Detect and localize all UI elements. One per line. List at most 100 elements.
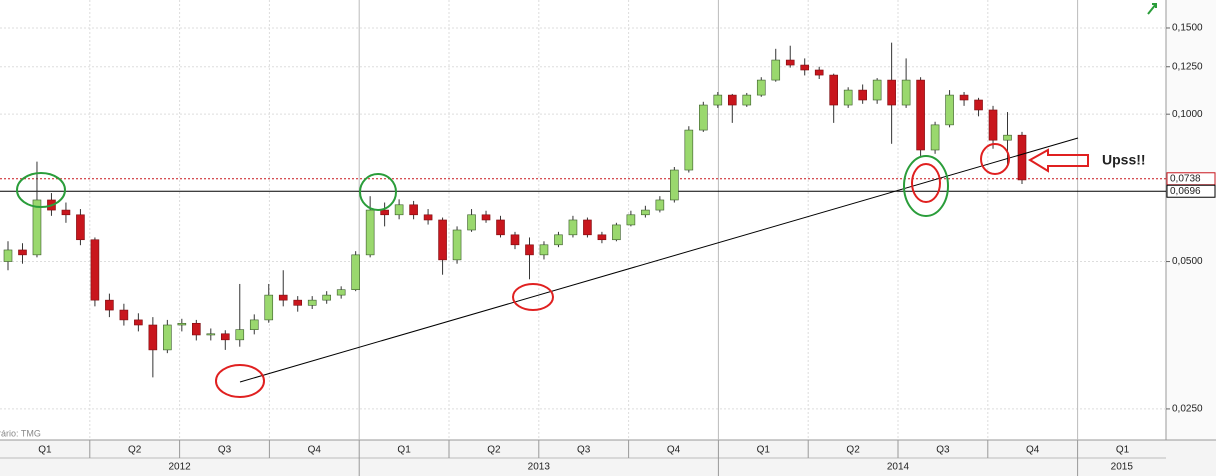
candle-body bbox=[858, 89, 867, 101]
candle-body bbox=[394, 204, 404, 216]
green-circle bbox=[359, 173, 397, 211]
candle-body bbox=[481, 214, 491, 221]
candle-body bbox=[771, 59, 781, 81]
source: rário: TMG bbox=[0, 428, 41, 438]
candle-body bbox=[119, 309, 129, 321]
candle-body bbox=[18, 249, 27, 256]
candle-body bbox=[90, 239, 100, 301]
candle-body bbox=[177, 322, 187, 326]
x-tick-label: Q4 bbox=[1026, 445, 1040, 456]
candle-body bbox=[901, 79, 911, 106]
candle-body bbox=[814, 69, 824, 76]
x-tick-label: Q2 bbox=[846, 445, 860, 456]
candle-body bbox=[322, 294, 331, 301]
candle-body bbox=[727, 94, 737, 106]
candle-body bbox=[959, 94, 969, 101]
candle-body bbox=[293, 299, 303, 306]
candle-body bbox=[351, 254, 360, 291]
candle-body bbox=[684, 129, 694, 171]
candle-body bbox=[916, 79, 925, 151]
price-label: 0,0738 bbox=[1170, 173, 1201, 184]
candle-body bbox=[988, 109, 998, 141]
y-tick-label: 0,1250 bbox=[1172, 61, 1203, 72]
candle-body bbox=[365, 209, 375, 256]
x-tick-label: Q2 bbox=[487, 445, 501, 456]
x-tick-label: Q3 bbox=[577, 445, 591, 456]
candle-body bbox=[467, 214, 476, 231]
y-tick-label: 0,0250 bbox=[1172, 404, 1203, 415]
candle-body bbox=[568, 219, 578, 236]
y-tick-label: 0,0500 bbox=[1172, 256, 1203, 267]
x-tick-label: Q3 bbox=[218, 445, 232, 456]
candle-body bbox=[278, 294, 288, 301]
plot bbox=[0, 42, 1166, 378]
candle-body bbox=[3, 249, 13, 262]
x-tick-label: Q1 bbox=[1116, 445, 1130, 456]
candle-body bbox=[336, 289, 346, 296]
candle-body bbox=[829, 74, 838, 106]
candle-body bbox=[525, 244, 534, 256]
candle-body bbox=[713, 94, 723, 106]
red-circle bbox=[512, 283, 554, 311]
candle-body bbox=[930, 124, 940, 151]
y-tick-label: 0,1500 bbox=[1172, 23, 1203, 34]
candle-body bbox=[699, 104, 708, 131]
candle-body bbox=[192, 322, 201, 336]
trend-line bbox=[239, 137, 1079, 383]
candle-body bbox=[800, 64, 810, 71]
green-circle bbox=[903, 155, 949, 217]
candle-body bbox=[163, 324, 172, 351]
year-label: 2012 bbox=[168, 462, 191, 473]
candle-body bbox=[887, 79, 896, 106]
candle-body bbox=[843, 89, 853, 106]
x-tick-label: Q3 bbox=[936, 445, 950, 456]
candle-body bbox=[785, 59, 795, 66]
candle-body bbox=[409, 204, 418, 216]
candle-body bbox=[148, 324, 158, 351]
y-tick-label: 0,1000 bbox=[1172, 109, 1203, 120]
year-label: 2014 bbox=[887, 462, 910, 473]
candle-body bbox=[76, 214, 85, 241]
candle-body bbox=[1003, 134, 1012, 141]
candle-body bbox=[438, 219, 447, 261]
red-circle bbox=[911, 163, 941, 203]
price-label: 0,0696 bbox=[1170, 186, 1201, 197]
candle-body bbox=[510, 234, 520, 246]
annotation: Upss!! bbox=[1102, 152, 1146, 168]
candle-body bbox=[554, 234, 563, 246]
candle-body bbox=[496, 219, 505, 236]
red-circle bbox=[980, 143, 1010, 175]
candle-body bbox=[249, 319, 259, 330]
candle-body bbox=[61, 209, 71, 216]
red-circle bbox=[215, 364, 265, 398]
candle-body bbox=[742, 94, 752, 106]
candle-body bbox=[872, 79, 882, 101]
y-axis-panel bbox=[1166, 0, 1216, 440]
candle-body bbox=[423, 214, 433, 221]
year-label: 2015 bbox=[1111, 462, 1134, 473]
candle-body bbox=[235, 329, 245, 341]
candle-body bbox=[307, 299, 317, 306]
candle-body bbox=[206, 333, 216, 336]
arrow bbox=[1028, 148, 1089, 173]
candle-body bbox=[134, 319, 143, 326]
candle-body bbox=[655, 199, 665, 211]
candle-body bbox=[597, 234, 607, 241]
candle-body bbox=[105, 299, 114, 311]
x-tick-label: Q1 bbox=[757, 445, 771, 456]
annotation-circles bbox=[16, 143, 1089, 398]
icon bbox=[1147, 3, 1157, 15]
x-tick-label: Q2 bbox=[128, 445, 142, 456]
candle-body bbox=[626, 214, 636, 226]
candle-body bbox=[264, 294, 274, 321]
candle-body bbox=[670, 169, 679, 201]
x-tick-label: Q4 bbox=[308, 445, 322, 456]
candle-body bbox=[380, 209, 389, 216]
candle-body bbox=[452, 229, 462, 261]
candle-body bbox=[220, 333, 230, 341]
green-circle bbox=[16, 172, 66, 208]
candle-body bbox=[583, 219, 592, 236]
x-tick-label: Q1 bbox=[38, 445, 52, 456]
